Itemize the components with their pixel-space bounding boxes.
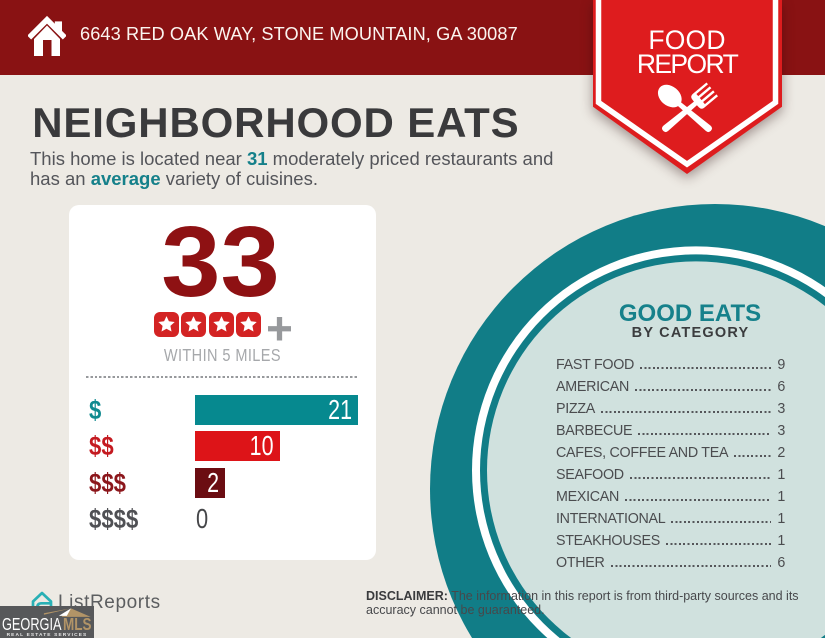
svg-text:GEORGIA: GEORGIA (2, 614, 62, 634)
svg-text:MLS: MLS (63, 614, 91, 634)
svg-text:FOOD: FOOD (648, 25, 725, 55)
svg-text:REPORT: REPORT (637, 49, 739, 79)
svg-text:REAL ESTATE SERVICES: REAL ESTATE SERVICES (7, 632, 88, 638)
